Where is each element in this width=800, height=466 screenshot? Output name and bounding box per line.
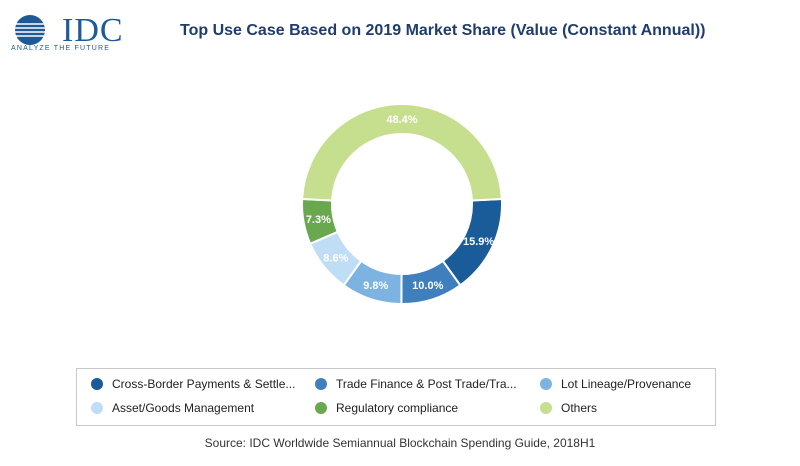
chart-title: Top Use Case Based on 2019 Market Share …: [180, 22, 706, 39]
legend-item[interactable]: Asset/Goods Management: [91, 401, 254, 415]
legend-label: Cross-Border Payments & Settle...: [112, 377, 296, 391]
legend-item[interactable]: Others: [540, 401, 597, 415]
slice-label: 8.6%: [323, 252, 348, 264]
donut-slice: [301, 103, 503, 202]
legend-item[interactable]: Lot Lineage/Provenance: [540, 377, 691, 391]
legend-label: Regulatory compliance: [336, 401, 459, 415]
legend-swatch: [540, 378, 552, 390]
legend-swatch: [91, 402, 103, 414]
legend-swatch: [315, 378, 327, 390]
legend-label: Trade Finance & Post Trade/Tra...: [336, 377, 517, 391]
globe-icon: [14, 15, 46, 45]
legend-label: Lot Lineage/Provenance: [561, 377, 692, 391]
legend-swatch: [315, 402, 327, 414]
idc-logo: IDC ANALYZE THE FUTURE: [10, 14, 123, 54]
slice-label: 7.3%: [306, 214, 331, 226]
slice-label: 15.9%: [463, 236, 494, 248]
legend-item[interactable]: Trade Finance & Post Trade/Tra...: [315, 377, 517, 391]
slice-label: 9.8%: [363, 280, 388, 292]
legend-item[interactable]: Regulatory compliance: [315, 401, 458, 415]
logo-wordmark: IDC: [62, 12, 124, 49]
source-note: Source: IDC Worldwide Semiannual Blockch…: [204, 436, 596, 450]
slice-label: 48.4%: [386, 114, 417, 126]
legend-swatch: [91, 378, 103, 390]
legend-swatch: [540, 402, 552, 414]
slice-label: 10.0%: [412, 280, 443, 292]
logo-tagline: ANALYZE THE FUTURE: [11, 45, 111, 52]
donut-chart: 15.9% 10.0% 9.8% 8.6% 7.3% 48.4%: [301, 103, 503, 306]
legend-item[interactable]: Cross-Border Payments & Settle...: [91, 377, 295, 391]
chart-legend: Cross-Border Payments & Settle... Trade F…: [76, 368, 716, 426]
legend-label: Others: [561, 401, 598, 415]
legend-label: Asset/Goods Management: [112, 401, 255, 415]
